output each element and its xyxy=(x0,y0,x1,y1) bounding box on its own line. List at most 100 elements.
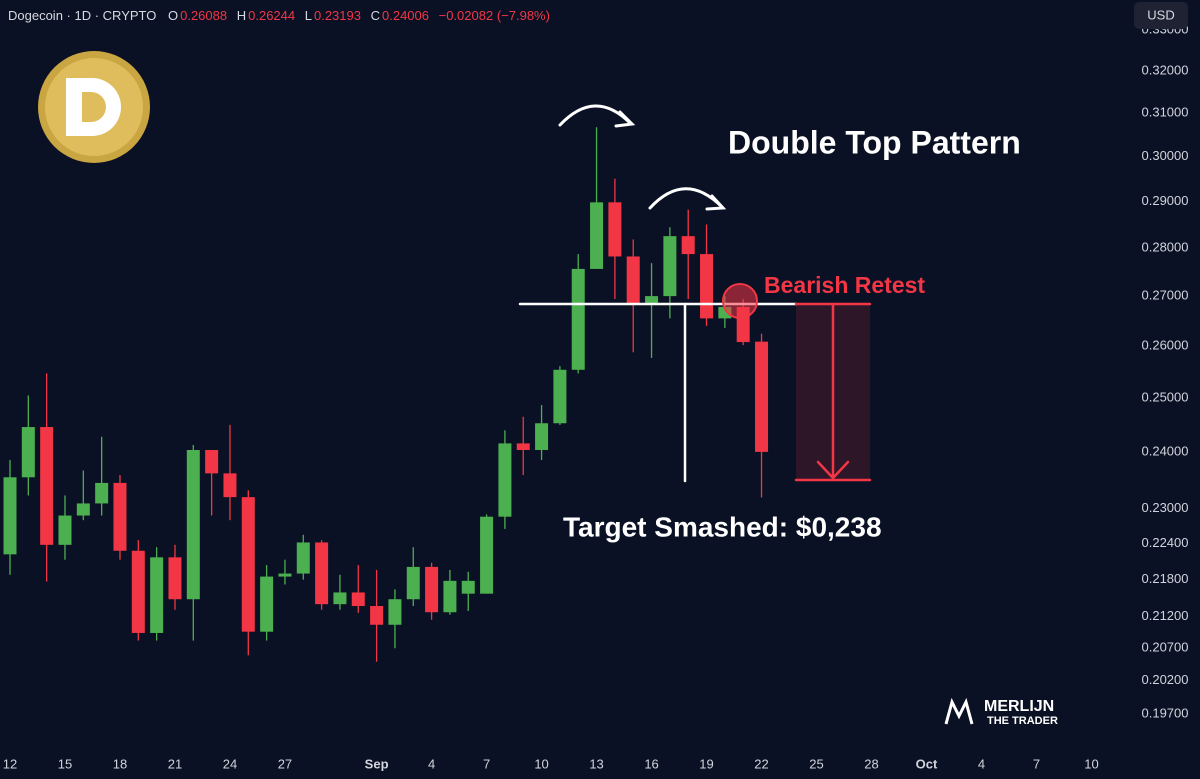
doge-logo xyxy=(38,51,150,163)
ohlc-letter: O xyxy=(167,8,179,23)
candle-body xyxy=(95,482,109,504)
x-tick-label: Sep xyxy=(365,756,389,771)
candle-body xyxy=(150,557,164,633)
candle-body xyxy=(681,236,695,255)
currency-button[interactable] xyxy=(1134,2,1188,29)
change: −0.02082 (−7.98%) xyxy=(438,8,550,23)
candle-body xyxy=(260,576,274,632)
annotation: Target Smashed: $0,238 xyxy=(563,511,882,542)
candle-body xyxy=(315,542,329,605)
candle-body xyxy=(113,482,127,551)
candle-body xyxy=(406,566,420,600)
candle-body xyxy=(351,592,365,607)
candle-body xyxy=(223,473,237,498)
x-tick-label: 10 xyxy=(534,756,548,771)
x-tick-label: 10 xyxy=(1084,756,1098,771)
candle-body xyxy=(590,202,604,269)
candle-body xyxy=(443,580,457,613)
y-tick-label: 0.23000 xyxy=(1142,500,1189,515)
x-tick-label: 12 xyxy=(3,756,17,771)
candle-body xyxy=(3,477,17,555)
y-tick-label: 0.31000 xyxy=(1142,104,1189,119)
annotation: Double Top Pattern xyxy=(728,124,1021,160)
candle-body xyxy=(626,256,640,304)
candle-body xyxy=(700,254,714,319)
y-tick-label: 0.27000 xyxy=(1142,288,1189,303)
candle-body xyxy=(645,296,659,304)
pattern-drawing xyxy=(518,104,872,483)
x-tick-label: 7 xyxy=(483,756,490,771)
candle-body xyxy=(168,557,182,600)
x-tick-label: 22 xyxy=(754,756,768,771)
candle-body xyxy=(296,542,310,574)
y-tick-label: 0.21200 xyxy=(1142,608,1189,623)
watermark: MERLIJN THE TRADER xyxy=(944,697,1058,727)
y-tick-label: 0.29000 xyxy=(1142,193,1189,208)
candle-body xyxy=(76,503,90,516)
candle-body xyxy=(663,236,677,297)
candle-body xyxy=(461,580,475,594)
ohlc-value: 0.23193 xyxy=(313,8,361,23)
x-tick-label: 13 xyxy=(589,756,603,771)
candle-body xyxy=(718,306,732,319)
y-tick-label: 0.26000 xyxy=(1142,338,1189,353)
ohlc-letter: H xyxy=(236,8,247,23)
x-tick-label: 25 xyxy=(809,756,823,771)
y-tick-label: 0.20700 xyxy=(1142,640,1189,655)
y-tick-label: 0.22400 xyxy=(1142,535,1189,550)
x-tick-label: Oct xyxy=(916,756,938,771)
x-tick-label: 4 xyxy=(428,756,435,771)
candle-body xyxy=(241,497,255,632)
candle-body xyxy=(21,427,35,478)
x-tick-label: 21 xyxy=(168,756,182,771)
candle-body xyxy=(278,573,292,577)
y-tick-label: 0.21800 xyxy=(1142,571,1189,586)
x-tick-label: 16 xyxy=(644,756,658,771)
ohlc-value: 0.26244 xyxy=(248,8,296,23)
annotation: Bearish Retest xyxy=(764,272,925,298)
candle-body xyxy=(480,516,494,594)
candle-body xyxy=(333,592,347,605)
y-tick-label: 0.25000 xyxy=(1142,390,1189,405)
candle-body xyxy=(608,202,622,257)
x-tick-label: 28 xyxy=(864,756,878,771)
x-tick-label: 19 xyxy=(699,756,713,771)
y-tick-label: 0.28000 xyxy=(1142,239,1189,254)
ohlc-letter: L xyxy=(304,8,312,23)
watermark-text: MERLIJN xyxy=(984,698,1054,715)
candle-body xyxy=(40,427,54,545)
candle-body xyxy=(58,515,72,545)
x-tick-label: 24 xyxy=(223,756,237,771)
plot: 0.330000.320000.310000.300000.290000.280… xyxy=(3,22,1189,772)
candle-body xyxy=(755,341,769,452)
legend-header: Dogecoin · 1D · CRYPTO O 0.26088 H 0.26244… xyxy=(8,8,556,23)
y-tick-label: 0.19700 xyxy=(1142,705,1189,720)
currency-label: USD xyxy=(1147,7,1174,22)
y-tick-label: 0.32000 xyxy=(1142,62,1189,77)
candle-body xyxy=(425,566,439,613)
x-tick-label: 4 xyxy=(978,756,985,771)
candle-body xyxy=(205,449,219,474)
watermark-text: THE TRADER xyxy=(987,715,1058,727)
candle-body xyxy=(388,599,402,625)
candle-body xyxy=(571,268,585,370)
candle-body xyxy=(498,443,512,517)
candle-body xyxy=(370,606,384,625)
symbol-title: Dogecoin · 1D · CRYPTO xyxy=(8,8,157,23)
x-tick-label: 18 xyxy=(113,756,127,771)
ohlc-value: 0.24006 xyxy=(382,8,429,23)
candle-body xyxy=(186,449,200,600)
y-tick-label: 0.24000 xyxy=(1142,444,1189,459)
candle-body xyxy=(516,443,530,450)
x-tick-label: 15 xyxy=(58,756,72,771)
x-tick-label: 7 xyxy=(1033,756,1040,771)
candle-body xyxy=(553,369,567,424)
y-tick-label: 0.30000 xyxy=(1142,148,1189,163)
x-tick-label: 27 xyxy=(278,756,292,771)
ohlc-value: 0.26088 xyxy=(180,8,228,23)
candle-body xyxy=(131,550,145,633)
ohlc-letter: C xyxy=(370,8,380,23)
candle-body xyxy=(535,423,549,450)
